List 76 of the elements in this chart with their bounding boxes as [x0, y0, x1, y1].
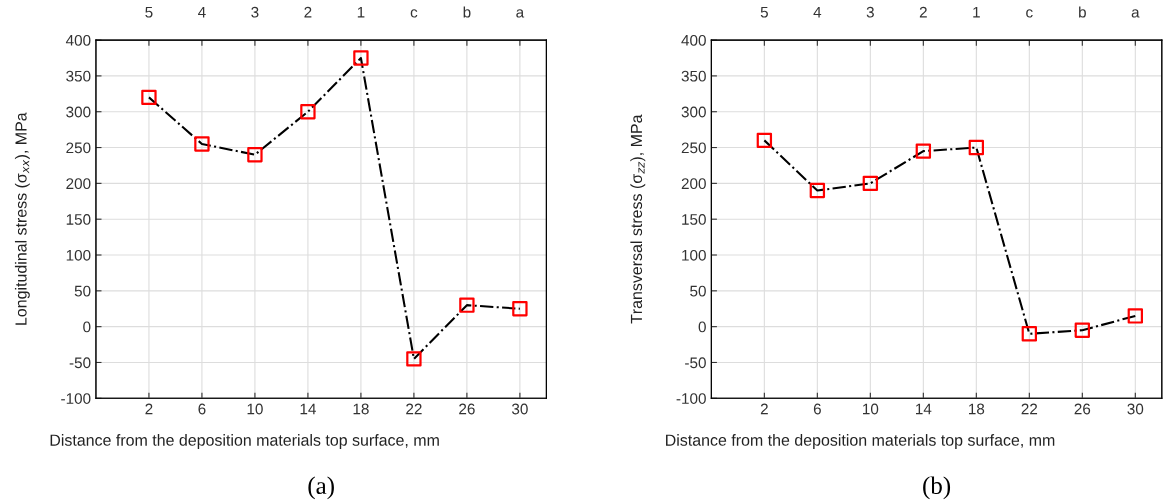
point: [809, 182, 826, 199]
x-tick-label: 22: [406, 403, 422, 415]
y-tick-label: 50: [690, 285, 706, 297]
x2-tick-label: b: [1079, 6, 1086, 18]
y-tick-label: 150: [682, 214, 706, 225]
point: [756, 132, 773, 149]
x-tick-label: 26: [1074, 403, 1091, 415]
x-tick-label: 14: [300, 403, 316, 415]
y-tick-label: -100: [61, 393, 91, 404]
x-tick-label: 10: [247, 403, 263, 415]
x2-tick-label: c: [410, 9, 418, 18]
y-tick-label: -50: [69, 357, 91, 369]
x-tick-label: 2: [760, 403, 768, 415]
point: [1074, 322, 1091, 338]
x2-tick-label: a: [1131, 9, 1140, 18]
point: [141, 89, 157, 106]
x2-tick-label: 4: [198, 6, 206, 18]
y-tick-label: 250: [681, 142, 706, 154]
x2-tick-label: 3: [866, 6, 874, 18]
y-axis-title: Transversal stress (σ$_{zz}$), MPa: [630, 114, 646, 324]
x-tick-label: 14: [916, 403, 932, 415]
x2-tick-label: 2: [919, 6, 927, 18]
point: [353, 50, 369, 66]
y-tick-label: 300: [681, 106, 706, 118]
x-tick-label: 6: [198, 403, 206, 415]
y-tick-label: 200: [66, 178, 91, 190]
x-axis-title: Distance from the deposition materials top surface, mm: [666, 434, 1055, 449]
y-tick-label: 350: [66, 70, 91, 82]
y-tick-label: 0: [83, 321, 91, 333]
point: [1021, 326, 1038, 342]
y-tick-label: -50: [685, 357, 706, 369]
y-tick-label: 100: [66, 249, 91, 261]
x-tick-label: 18: [353, 403, 369, 415]
text: (b): [923, 476, 951, 500]
y-tick-label: 400: [681, 34, 706, 46]
x2-tick-label: c: [1026, 9, 1033, 18]
x2-tick-label: 1: [973, 6, 980, 18]
x-tick-label: 6: [813, 403, 821, 415]
point: [1127, 308, 1144, 324]
x-tick-label: 10: [863, 403, 879, 415]
x2-tick-label: 5: [760, 6, 768, 18]
point: [300, 104, 316, 120]
x-tick-label: 18: [969, 403, 985, 415]
x-axis-title: Distance from the deposition materials top surface, mm: [50, 434, 439, 449]
y-tick-label: 100: [682, 249, 706, 261]
x2-tick-label: 2: [304, 6, 312, 18]
y-tick-label: 250: [66, 142, 91, 154]
y-tick-label: 300: [66, 106, 91, 118]
point: [194, 136, 210, 152]
y-tick-label: 400: [65, 34, 91, 46]
x-tick-label: 30: [1127, 403, 1144, 415]
point: [968, 139, 985, 156]
text: (a): [308, 476, 334, 500]
x2-tick-label: 3: [251, 6, 259, 18]
x-tick-label: 22: [1021, 403, 1038, 415]
y-tick-label: 150: [66, 214, 91, 225]
y-tick-label: 350: [681, 70, 706, 82]
y-axis-title: Longitudinal stress (σ$_{xx}$), MPa: [14, 112, 30, 325]
x-tick-label: 2: [145, 403, 153, 415]
x2-tick-label: a: [516, 9, 525, 18]
x-tick-label: 30: [511, 403, 528, 415]
y-tick-label: 0: [698, 321, 706, 333]
y-tick-label: -100: [676, 393, 706, 404]
x-tick-label: 26: [459, 403, 475, 415]
point: [406, 351, 422, 367]
point: [915, 143, 932, 159]
point: [862, 175, 879, 192]
point: [512, 301, 528, 317]
x2-tick-label: 5: [145, 6, 153, 18]
point: [247, 147, 263, 163]
y-tick-label: 200: [681, 178, 706, 190]
x2-tick-label: 4: [813, 6, 822, 18]
y-tick-label: 50: [74, 285, 91, 297]
point: [459, 297, 475, 313]
x2-tick-label: 1: [357, 6, 365, 18]
x2-tick-label: b: [463, 6, 471, 18]
